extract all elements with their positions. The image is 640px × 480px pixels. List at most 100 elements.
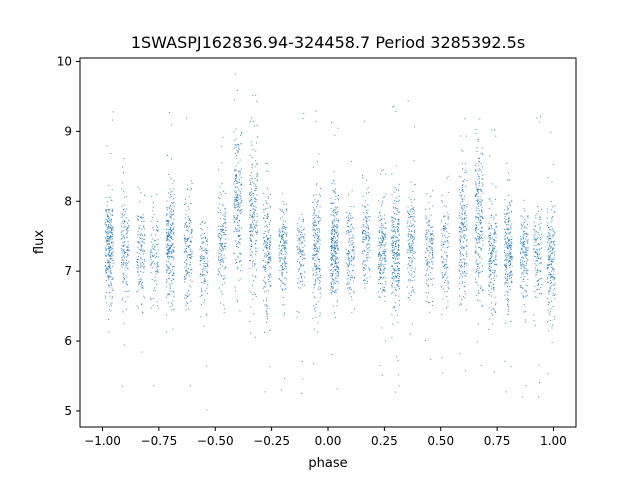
- data-point: [256, 142, 258, 144]
- data-point: [461, 208, 463, 210]
- data-point: [537, 396, 539, 398]
- data-point: [411, 280, 413, 282]
- data-point: [278, 235, 280, 237]
- data-point: [550, 263, 552, 265]
- data-point: [351, 226, 353, 228]
- data-point: [266, 238, 268, 240]
- data-point: [508, 229, 510, 231]
- data-point: [478, 218, 480, 220]
- data-point: [109, 237, 111, 239]
- data-point: [335, 275, 337, 277]
- data-point: [407, 249, 409, 251]
- data-point: [465, 264, 467, 266]
- data-point: [173, 256, 175, 258]
- data-point: [316, 206, 318, 208]
- data-point: [266, 188, 268, 190]
- data-point: [519, 238, 521, 240]
- data-point: [398, 385, 400, 387]
- data-point: [104, 230, 106, 232]
- data-point: [319, 259, 321, 261]
- data-point: [121, 230, 123, 232]
- data-point: [506, 244, 508, 246]
- data-point: [110, 221, 112, 223]
- data-point: [508, 238, 510, 240]
- data-point: [511, 211, 513, 213]
- data-point: [237, 193, 239, 195]
- data-point: [550, 241, 552, 243]
- data-point: [407, 271, 409, 273]
- data-point: [124, 221, 126, 223]
- data-point: [265, 202, 267, 204]
- data-point: [111, 208, 113, 210]
- data-point: [385, 258, 387, 260]
- data-point: [206, 264, 208, 266]
- data-point: [408, 297, 410, 299]
- data-point: [281, 289, 283, 291]
- data-point: [540, 241, 542, 243]
- data-point: [480, 216, 482, 218]
- data-point: [444, 291, 446, 293]
- data-point: [551, 252, 553, 254]
- data-point: [381, 283, 383, 285]
- data-point: [169, 247, 171, 249]
- data-point: [413, 256, 415, 258]
- data-point: [303, 254, 305, 256]
- data-point: [536, 272, 538, 274]
- data-point: [240, 211, 242, 213]
- data-point: [331, 226, 333, 228]
- data-point: [379, 260, 381, 262]
- data-point: [249, 155, 251, 157]
- data-point: [236, 199, 237, 201]
- data-point: [284, 256, 286, 258]
- data-point: [250, 224, 252, 226]
- data-point: [126, 259, 128, 261]
- data-point: [548, 248, 550, 250]
- data-point: [238, 234, 240, 236]
- data-point: [337, 219, 339, 221]
- data-point: [477, 208, 479, 210]
- data-point: [463, 248, 465, 250]
- data-point: [507, 208, 509, 210]
- data-point: [283, 241, 285, 243]
- data-point: [361, 231, 363, 233]
- data-point: [332, 273, 334, 275]
- data-point: [137, 247, 139, 249]
- data-point: [107, 221, 109, 223]
- data-point: [445, 236, 447, 238]
- data-point: [412, 240, 414, 242]
- data-point: [393, 230, 395, 232]
- data-point: [121, 257, 123, 259]
- data-point: [459, 240, 461, 242]
- data-point: [378, 254, 380, 256]
- data-point: [410, 252, 412, 254]
- data-point: [203, 282, 205, 284]
- data-point: [123, 245, 125, 247]
- data-point: [297, 282, 299, 284]
- data-point: [156, 252, 158, 254]
- data-point: [111, 119, 113, 121]
- data-point: [253, 223, 255, 225]
- data-point: [108, 260, 110, 262]
- data-point: [331, 353, 333, 355]
- data-point: [507, 301, 509, 303]
- data-point: [191, 269, 193, 271]
- data-point: [304, 257, 306, 259]
- data-point: [549, 287, 551, 289]
- data-point: [489, 258, 491, 260]
- data-point: [314, 308, 316, 310]
- data-point: [166, 270, 168, 272]
- data-point: [204, 249, 206, 251]
- data-point: [256, 180, 258, 182]
- data-point: [252, 205, 254, 207]
- data-point: [137, 264, 139, 266]
- data-point: [233, 219, 235, 221]
- data-point: [480, 287, 482, 289]
- data-point: [352, 251, 354, 253]
- data-point: [490, 252, 492, 254]
- data-point: [111, 266, 113, 268]
- data-point: [316, 265, 318, 267]
- data-point: [172, 269, 174, 271]
- data-point: [206, 365, 208, 367]
- data-point: [391, 277, 393, 279]
- data-point: [250, 226, 252, 228]
